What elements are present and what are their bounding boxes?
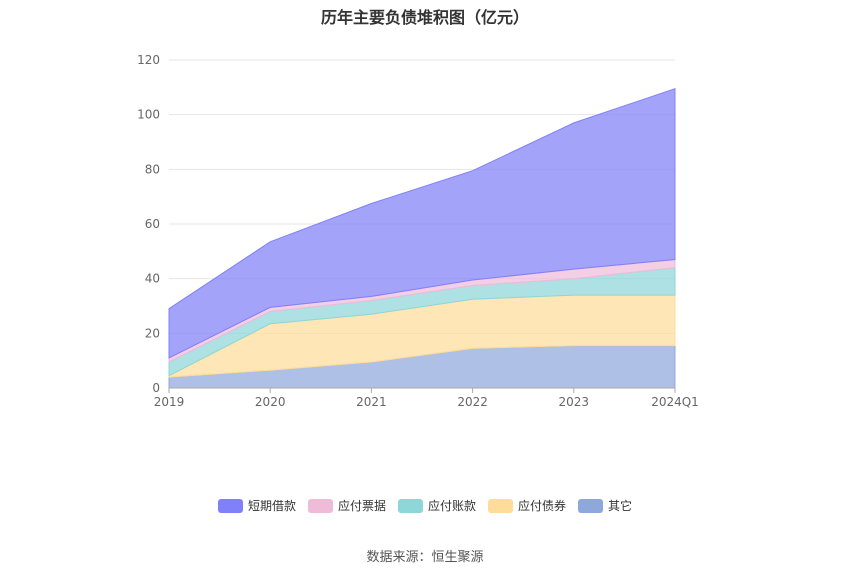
legend-swatch bbox=[488, 498, 513, 513]
y-tick-label: 120 bbox=[137, 53, 160, 67]
legend-label: 短期借款 bbox=[247, 499, 296, 513]
x-tick-label: 2020 bbox=[255, 395, 286, 409]
area-4[interactable] bbox=[168, 88, 676, 359]
chart-title: 历年主要负债堆积图（亿元） bbox=[320, 8, 529, 27]
legend-item[interactable]: 应付账款 bbox=[397, 497, 476, 514]
legend-swatch bbox=[578, 498, 604, 513]
source-note: 数据来源：恒生聚源 bbox=[366, 550, 484, 565]
legend: 短期借款 应付票据 应付账款 应付债券 其它 bbox=[0, 497, 850, 514]
legend-item[interactable]: 应付票据 bbox=[307, 497, 386, 514]
legend-label: 应付账款 bbox=[427, 499, 476, 513]
axes: 0 20 40 60 80 100 120 2019 2020 2021 2022 2023 2024Q… bbox=[137, 53, 699, 409]
y-tick-label: 100 bbox=[137, 108, 160, 122]
legend-label: 其它 bbox=[608, 499, 633, 513]
y-tick-label: 80 bbox=[145, 162, 160, 176]
y-tick-label: 60 bbox=[145, 217, 160, 231]
legend-swatch bbox=[397, 498, 423, 513]
legend-label: 应付票据 bbox=[337, 499, 386, 513]
x-tick-label: 2024Q1 bbox=[651, 395, 699, 409]
legend-label: 应付债券 bbox=[518, 499, 567, 513]
legend-item[interactable]: 短期借款 bbox=[217, 497, 296, 514]
y-tick-label: 0 bbox=[152, 381, 160, 395]
legend-swatch bbox=[217, 498, 243, 513]
x-tick-label: 2023 bbox=[559, 395, 590, 409]
x-tick-label: 2019 bbox=[154, 395, 185, 409]
area-series bbox=[168, 88, 676, 389]
x-tick-label: 2021 bbox=[356, 395, 387, 409]
x-tick-label: 2022 bbox=[457, 395, 488, 409]
legend-item[interactable]: 其它 bbox=[578, 497, 632, 514]
legend-swatch bbox=[307, 498, 333, 513]
y-tick-label: 20 bbox=[145, 326, 160, 340]
legend-item[interactable]: 应付债券 bbox=[488, 497, 566, 514]
y-tick-label: 40 bbox=[145, 272, 160, 286]
